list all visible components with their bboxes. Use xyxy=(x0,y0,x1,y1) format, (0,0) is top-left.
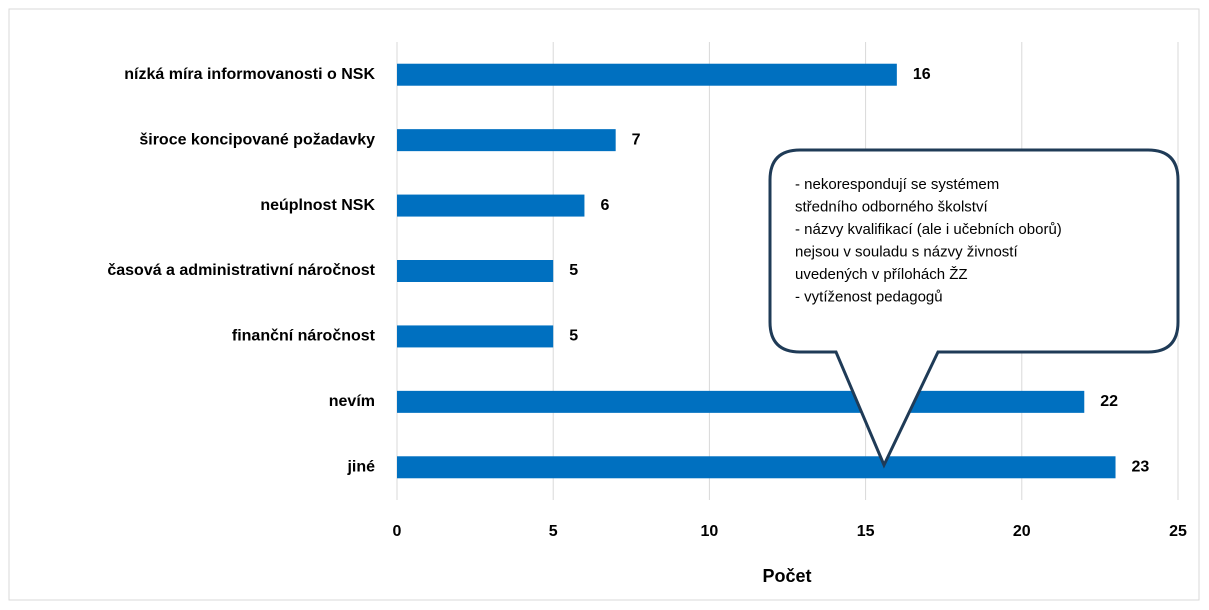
bar xyxy=(397,194,585,217)
y-tick-label: finanční náročnost xyxy=(232,328,376,345)
bar xyxy=(397,390,1085,413)
x-tick-label: 15 xyxy=(857,523,875,540)
bar xyxy=(397,325,554,348)
value-label: 22 xyxy=(1100,393,1118,410)
value-label: 7 xyxy=(632,131,641,148)
value-label: 6 xyxy=(600,197,609,214)
y-tick-label: časová a administrativní náročnost xyxy=(107,262,375,279)
value-label: 16 xyxy=(913,66,931,83)
y-tick-label: nízká míra informovanosti o NSK xyxy=(124,66,375,83)
x-tick-label: 20 xyxy=(1013,523,1031,540)
callout-text: - vytíženost pedagogů xyxy=(795,288,943,305)
callout-text: středního odborného školství xyxy=(795,198,988,215)
callout-text: - názvy kvalifikací (ale i učebních obor… xyxy=(795,221,1062,238)
x-tick-label: 10 xyxy=(701,523,719,540)
value-label: 23 xyxy=(1132,459,1150,476)
x-tick-label: 0 xyxy=(393,523,402,540)
y-tick-label: neúplnost NSK xyxy=(260,197,375,214)
x-tick-label: 5 xyxy=(549,523,558,540)
callout-bubble xyxy=(768,148,1180,469)
x-tick-label: 25 xyxy=(1169,523,1187,540)
bar xyxy=(397,456,1116,479)
value-label: 5 xyxy=(569,328,578,345)
callout-text: uvedených v přílohách ŽZ xyxy=(795,266,968,283)
bar xyxy=(397,129,616,152)
y-tick-label: nevím xyxy=(329,393,375,410)
callout-text: nejsou v souladu s názvy živností xyxy=(795,243,1018,260)
value-label: 5 xyxy=(569,262,578,279)
callout-text: - nekorespondují se systémem xyxy=(795,176,999,193)
bar xyxy=(397,260,554,282)
x-axis-label: Počet xyxy=(762,566,811,586)
y-tick-label: široce koncipované požadavky xyxy=(139,131,375,148)
bar xyxy=(397,63,897,86)
y-tick-label: jiné xyxy=(346,459,375,476)
